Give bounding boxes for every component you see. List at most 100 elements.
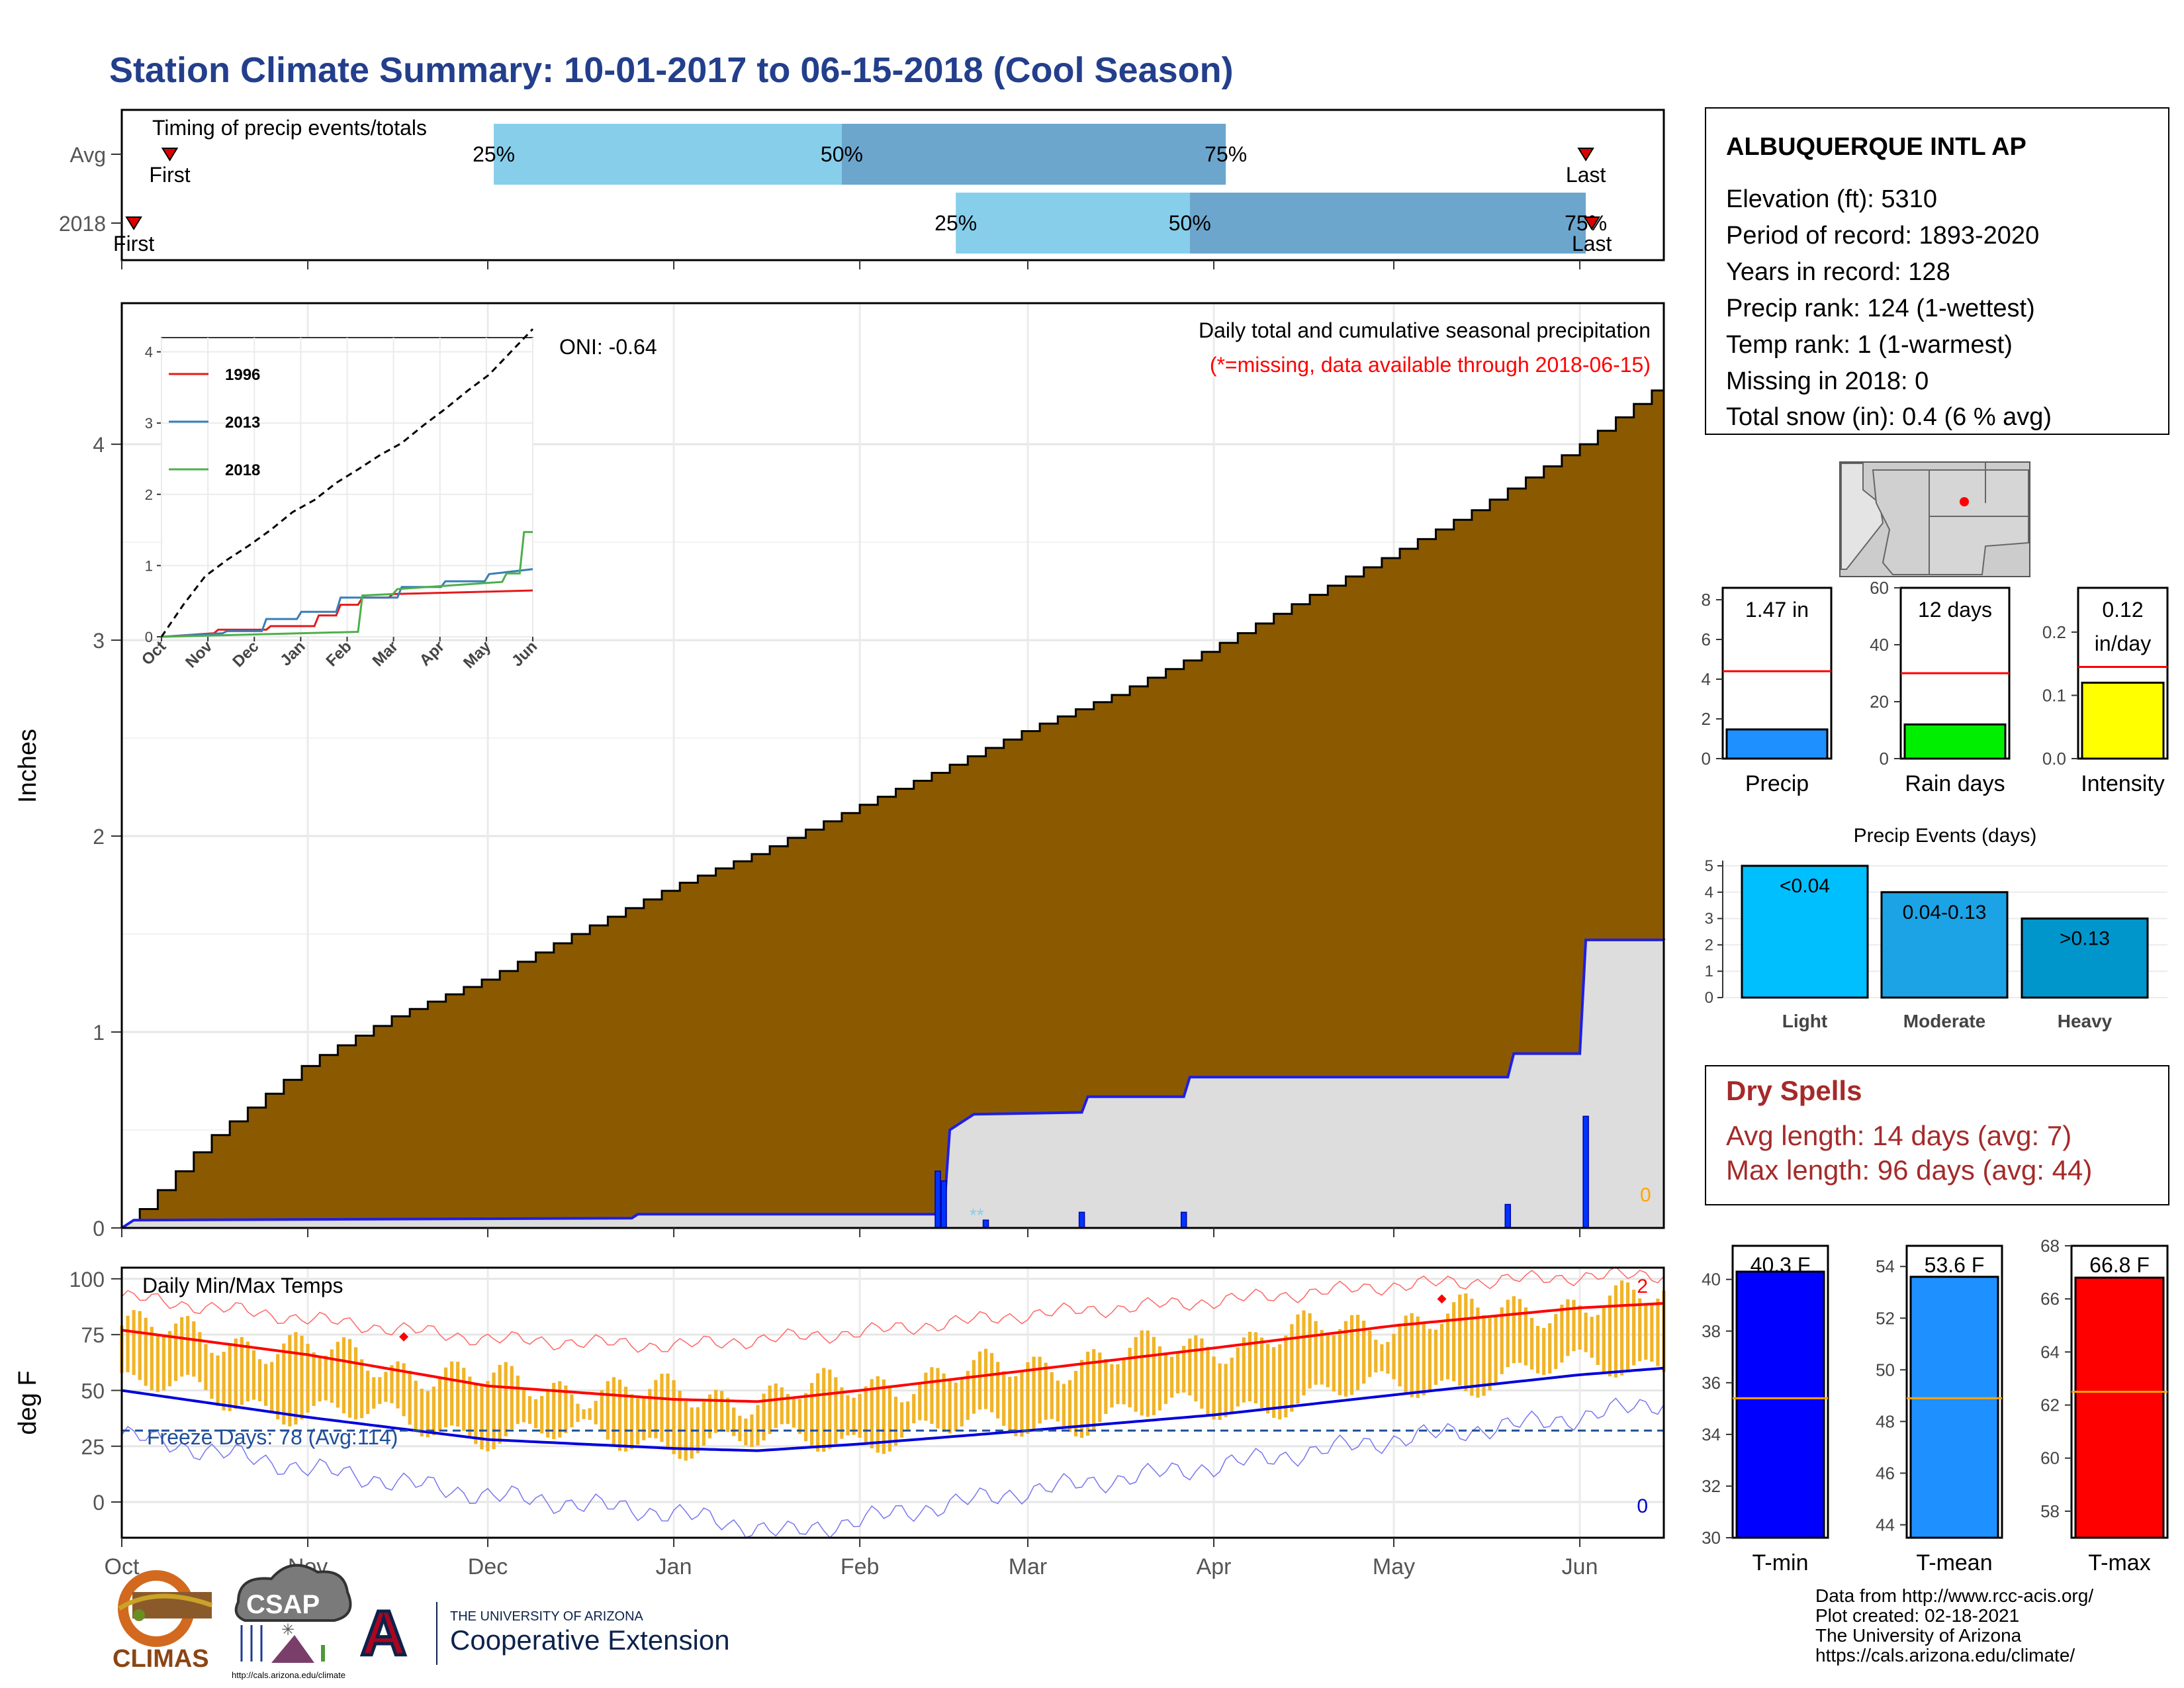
daily-temp-bar <box>1590 1317 1594 1358</box>
daily-temp-bar <box>1116 1364 1120 1405</box>
daily-temp-bar <box>1506 1299 1510 1368</box>
daily-temp-bar <box>1242 1337 1246 1403</box>
precip-events-y-tick-label: 4 <box>1705 884 1713 902</box>
temp-y-tick-label: 25 <box>81 1435 105 1459</box>
station-line-period: Period of record: 1893-2020 <box>1726 222 2039 250</box>
summary-tmax-category-label: T-max <box>2088 1550 2150 1575</box>
daily-temp-bar <box>828 1369 832 1449</box>
summary-precip-y-tick-label: 0 <box>1702 749 1711 769</box>
daily-temp-bar <box>786 1393 790 1425</box>
daily-temp-bar <box>636 1398 640 1445</box>
daily-temp-bar <box>666 1373 670 1448</box>
daily-temp-bar <box>1056 1380 1060 1422</box>
daily-temp-bar <box>1212 1356 1216 1420</box>
precip-events-y-tick-label: 2 <box>1705 936 1713 954</box>
daily-temp-bar <box>282 1343 286 1425</box>
daily-temp-bar <box>504 1362 508 1436</box>
daily-temp-bar <box>707 1394 712 1438</box>
daily-temp-bar <box>960 1380 964 1427</box>
daily-temp-bar <box>1296 1314 1300 1404</box>
daily-temp-bar <box>324 1355 328 1401</box>
daily-temp-bar <box>1656 1298 1660 1366</box>
temp-y-tick-label: 75 <box>81 1323 105 1347</box>
daily-temp-bar <box>1644 1304 1648 1360</box>
daily-temp-bar <box>678 1390 682 1459</box>
station-name: ALBUQUERQUE INTL AP <box>1726 133 2026 161</box>
daily-temp-bar <box>156 1333 159 1392</box>
daily-temp-bar <box>966 1371 970 1421</box>
daily-temp-bar <box>702 1401 706 1446</box>
daily-temp-bar <box>1422 1323 1426 1395</box>
daily-temp-bar <box>1110 1364 1114 1408</box>
timing-marker <box>125 216 142 230</box>
ua-a-icon: A <box>361 1598 406 1669</box>
daily-temp-bar <box>300 1335 304 1420</box>
timing-percentile-label: 25% <box>934 211 977 235</box>
daily-temp-bar <box>1163 1354 1168 1404</box>
summary-precip-bar <box>1725 728 1829 760</box>
temp-frame <box>120 1266 1665 1539</box>
summary-tmin-y-tick-label: 38 <box>1702 1321 1721 1341</box>
dry-spells-box: Dry Spells Avg length: 14 days (avg: 7) … <box>1705 1065 2169 1205</box>
daily-temp-bar <box>654 1380 658 1438</box>
daily-temp-bar <box>630 1394 634 1450</box>
precip-events-category-label: Heavy <box>2058 1011 2113 1031</box>
temp-x-tick-label: Feb <box>841 1554 880 1579</box>
daily-temp-bar <box>594 1401 598 1425</box>
daily-temp-bar <box>672 1380 676 1454</box>
daily-temp-bar <box>276 1354 280 1420</box>
daily-temp-bar <box>414 1380 418 1432</box>
daily-temp-bar <box>1014 1376 1018 1436</box>
daily-temp-bar <box>522 1387 526 1423</box>
precip-events-y-tick-label: 1 <box>1705 962 1713 980</box>
daily-temp-bar <box>936 1368 940 1429</box>
daily-temp-bar <box>834 1377 838 1444</box>
daily-temp-bar <box>768 1385 772 1434</box>
timing-panel: Timing of precip events/totals Avg 25% 50% 7… <box>59 109 1665 269</box>
daily-temp-bar <box>792 1399 796 1428</box>
daily-temp-bar <box>546 1389 550 1438</box>
summary-tmean-y-tick-label: 46 <box>1876 1463 1895 1483</box>
daily-temp-bar <box>887 1387 892 1452</box>
daily-temp-bar <box>1284 1335 1288 1418</box>
precip-panel: 0 1 2 3 4 ** 0 Daily total and cumulative seaso… <box>14 302 1665 1241</box>
daily-temp-bar <box>1608 1295 1612 1377</box>
daily-temp-bar <box>972 1360 976 1414</box>
summary-tmean-y-tick-label: 44 <box>1876 1515 1895 1534</box>
temp-x-tick-label: Mar <box>1009 1554 1048 1579</box>
precip-y-tick-label: 3 <box>93 629 105 653</box>
zero-count-label: 0 <box>1640 1184 1651 1206</box>
daily-temp-bar <box>1332 1335 1336 1392</box>
summary-tmean-category-label: T-mean <box>1916 1550 1992 1575</box>
timing-marker-label: First <box>113 232 154 256</box>
daily-temp-bar <box>822 1368 826 1452</box>
inset-legend-label: 1996 <box>225 366 260 384</box>
daily-temp-bar <box>510 1366 514 1429</box>
climas-logo: CLIMAS <box>113 1570 213 1673</box>
daily-temp-bar <box>588 1408 592 1420</box>
station-line-precip-rank: Precip rank: 124 (1-wettest) <box>1726 295 2035 322</box>
summary-tmax-y-tick-label: 68 <box>2040 1236 2060 1256</box>
station-line-missing: Missing in 2018: 0 <box>1726 367 1929 395</box>
summary-precip-y-tick-label: 4 <box>1702 669 1711 689</box>
daily-temp-bar <box>1020 1370 1024 1437</box>
inset-legend-label: 2018 <box>225 461 260 479</box>
daily-temp-bar <box>251 1350 256 1400</box>
temp-x-tick-label: Jun <box>1562 1554 1598 1579</box>
daily-temp-bar <box>1188 1338 1192 1396</box>
summary-raindays-y-tick-label: 60 <box>1870 578 1889 598</box>
daily-temp-bar <box>1536 1325 1540 1374</box>
precip-y-tick-label: 4 <box>93 433 105 457</box>
daily-temp-bar <box>456 1362 460 1427</box>
timing-marker <box>1583 216 1600 230</box>
timing-row-label: 2018 <box>59 212 106 236</box>
timing-percentile-label: 75% <box>1565 211 1607 235</box>
summary-raindays-category-label: Rain days <box>1905 771 2005 796</box>
daily-temp-bar <box>1494 1315 1498 1383</box>
daily-temp-bar <box>1259 1337 1264 1408</box>
precip-events-bar-label: <0.04 <box>1780 875 1830 897</box>
daily-temp-bar <box>426 1391 430 1438</box>
location-map <box>1839 461 2030 577</box>
missing-marker: ** <box>970 1205 984 1225</box>
daily-temp-bar <box>161 1335 166 1391</box>
